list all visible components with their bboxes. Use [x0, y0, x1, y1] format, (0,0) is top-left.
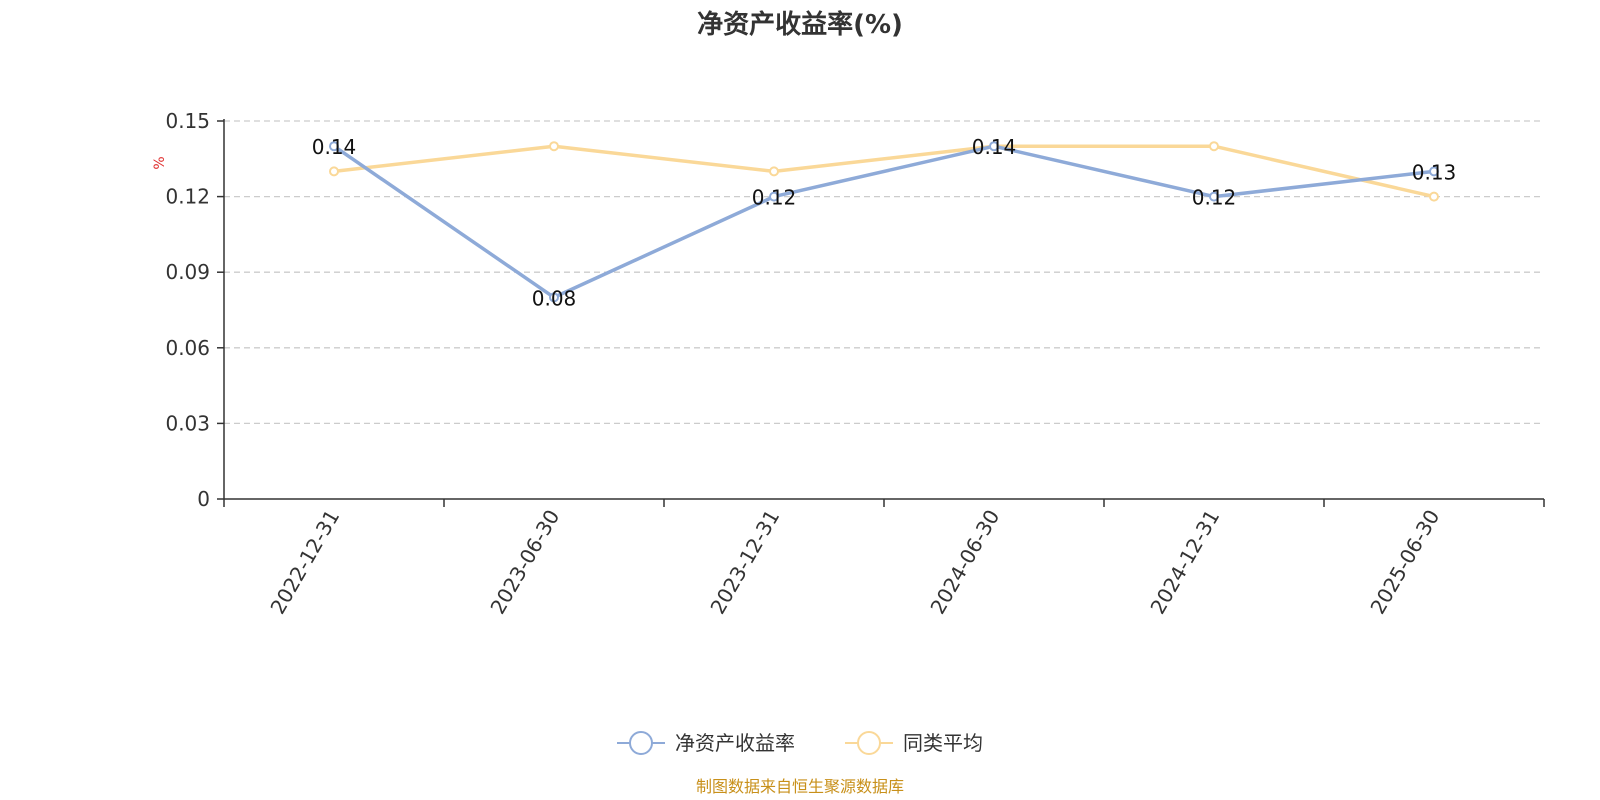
y-axis-unit-label: % — [152, 156, 168, 169]
data-point[interactable] — [1209, 191, 1219, 202]
data-source-note: 制图数据来自恒生聚源数据库 — [696, 777, 904, 796]
legend-label: 净资产收益率 — [675, 731, 795, 755]
data-point[interactable] — [769, 166, 779, 177]
data-point[interactable] — [549, 141, 559, 152]
legend-label: 同类平均 — [903, 731, 983, 755]
x-axis-ticks: 2022-12-31 2023-06-30 2023-12-31 2024-06-30… — [223, 499, 1545, 619]
legend-marker — [857, 731, 881, 755]
y-tick-label: 0.15 — [165, 109, 210, 133]
data-label: 0.08 — [532, 286, 577, 310]
series-lines — [333, 144, 1435, 300]
x-tick-label: 2024-12-31 — [1145, 506, 1224, 619]
data-point[interactable] — [1209, 141, 1219, 152]
data-label: 0.14 — [312, 135, 357, 159]
x-tick-label: 2023-12-31 — [705, 506, 784, 619]
y-tick-label: 0.12 — [165, 185, 210, 209]
data-point[interactable] — [549, 292, 559, 303]
data-label: 0.13 — [1412, 160, 1457, 184]
y-tick-label: 0 — [197, 487, 210, 511]
data-point[interactable] — [329, 166, 339, 177]
series-points — [329, 141, 1439, 303]
data-point[interactable] — [1429, 166, 1439, 177]
y-tick-label: 0.03 — [165, 411, 210, 435]
data-point[interactable] — [329, 141, 339, 152]
y-axis-ticks: 0 0.03 0.06 0.09 0.12 0.15 — [165, 109, 224, 511]
series-line-2 — [333, 144, 1435, 199]
series-line-1 — [333, 144, 1435, 300]
data-label: 0.14 — [972, 135, 1017, 159]
x-tick-label: 2024-06-30 — [925, 506, 1004, 619]
legend-marker — [629, 731, 653, 755]
grid-lines — [224, 120, 1544, 425]
chart-title: 净资产收益率(%) — [697, 9, 903, 40]
data-labels: 0.14 0.08 0.12 0.14 0.12 0.13 — [312, 135, 1457, 310]
data-label: 0.12 — [1192, 186, 1237, 210]
data-label: 0.12 — [752, 186, 797, 210]
legend-item-1[interactable]: 净资产收益率 — [617, 731, 795, 755]
x-tick-label: 2025-06-30 — [1365, 506, 1444, 619]
data-point[interactable] — [989, 141, 999, 152]
x-tick-label: 2023-06-30 — [485, 506, 564, 619]
data-point[interactable] — [769, 191, 779, 202]
x-tick-label: 2022-12-31 — [265, 506, 344, 619]
y-tick-label: 0.06 — [165, 336, 210, 360]
legend[interactable]: 净资产收益率 同类平均 — [617, 731, 983, 755]
y-tick-label: 0.09 — [165, 260, 210, 284]
legend-item-2[interactable]: 同类平均 — [845, 731, 983, 755]
data-point[interactable] — [1429, 191, 1439, 202]
